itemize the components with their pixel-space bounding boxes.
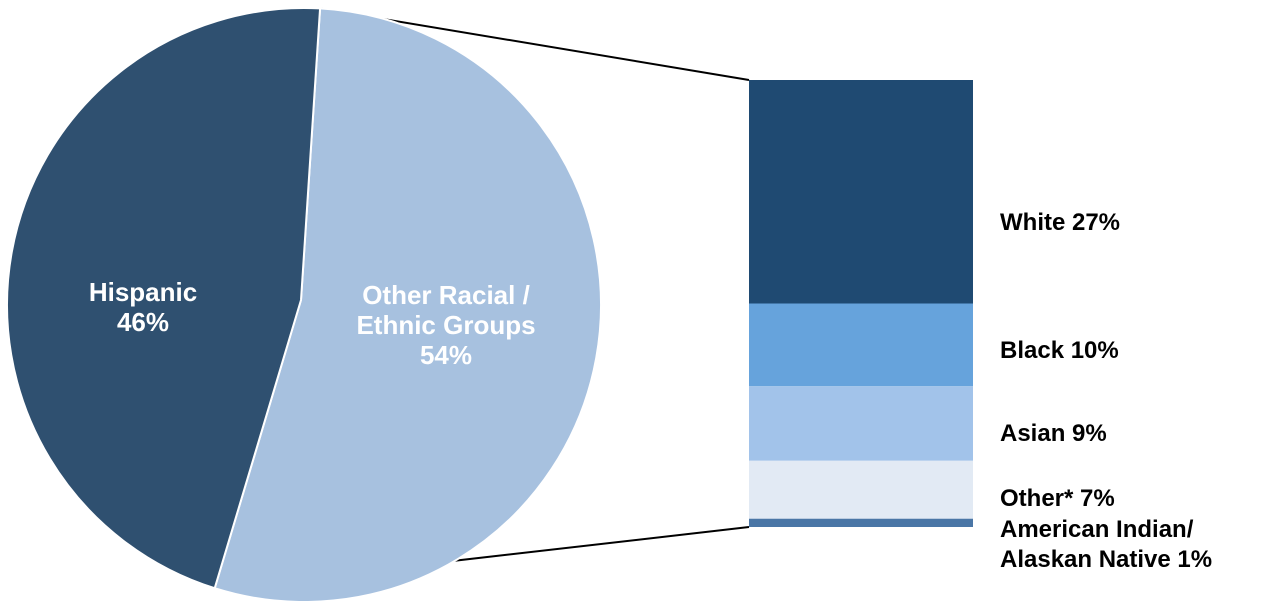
bar-segment-white [749, 80, 973, 304]
pie-labels: Hispanic 46% Other Racial / Ethnic Groups 54… [89, 277, 536, 370]
bar-label-line: Asian 9% [1000, 420, 1107, 447]
bar-label-line: White 27% [1000, 209, 1120, 236]
pie-slice-hispanic [6, 7, 322, 590]
bar-label-black: Black 10% [1000, 337, 1119, 364]
bar-label-line: American Indian/ [1000, 516, 1194, 543]
pie-label-line: Ethnic Groups [356, 310, 535, 340]
bar-label-line: Other* 7% [1000, 485, 1115, 512]
bar-label-asian: Asian 9% [1000, 420, 1107, 447]
bar-label-american-indian-alaskan-native: American Indian/Alaskan Native 1% [1000, 516, 1212, 573]
pie-label-other-racial-ethnic-groups: Other Racial / Ethnic Groups 54% [356, 280, 535, 370]
pie-label-line: 54% [420, 340, 472, 370]
pie-label-line: Hispanic [89, 277, 197, 307]
pie-label-line: 46% [117, 307, 169, 337]
pie-label-line: Other Racial / [362, 280, 530, 310]
bar-segment-asian [749, 386, 973, 461]
bar-segment-american-indian-alaskan-native [749, 518, 973, 527]
bar-label-line: Alaskan Native 1% [1000, 546, 1212, 573]
pie [6, 7, 602, 601]
bar-segment-black [749, 303, 973, 387]
bar-segment-other [749, 460, 973, 519]
pie-label-hispanic: Hispanic 46% [89, 277, 197, 337]
bar-label-line: Black 10% [1000, 337, 1119, 364]
bar-label-white: White 27% [1000, 209, 1120, 236]
breakdown-bar-labels: White 27% Black 10% Asian 9% Other* 7% Ameri… [1000, 209, 1212, 573]
bar-label-other: Other* 7% [1000, 485, 1115, 512]
breakdown-bar [749, 80, 973, 527]
